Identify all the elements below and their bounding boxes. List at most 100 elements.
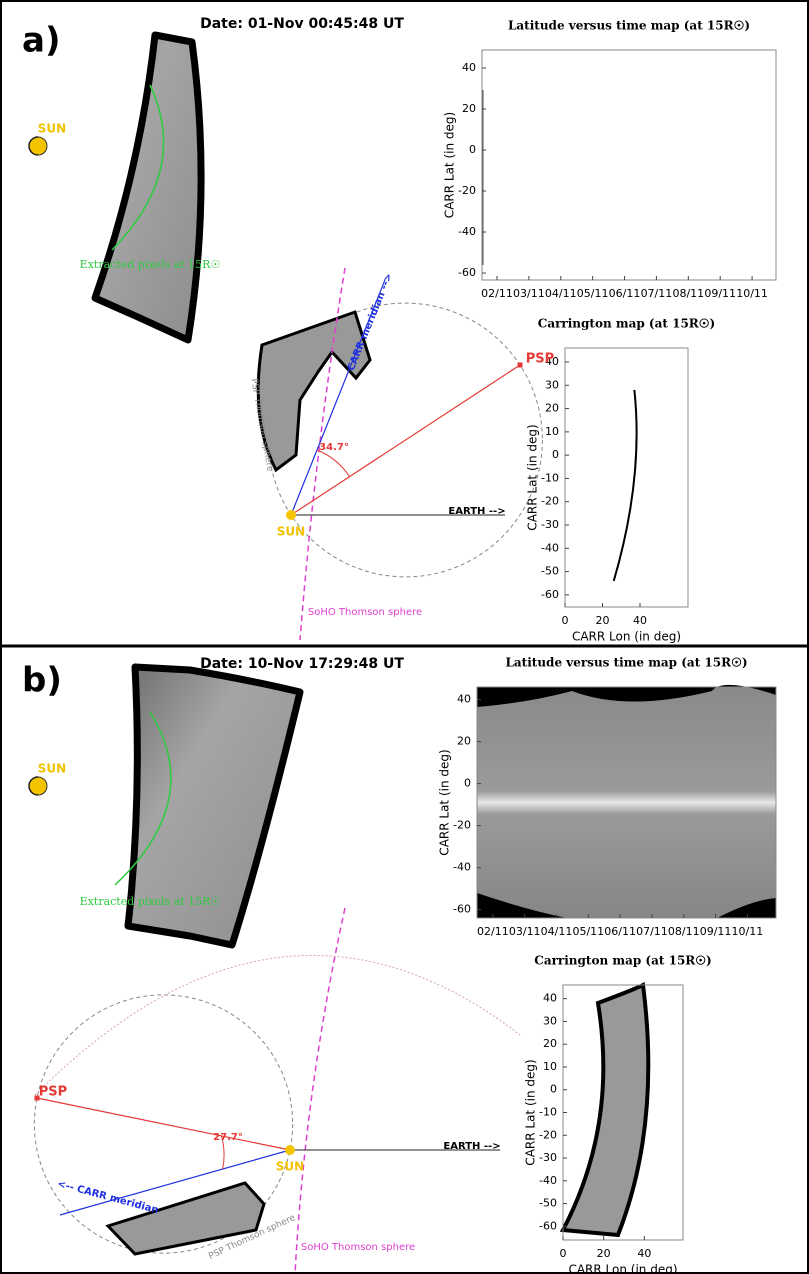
panel-label: a): [22, 21, 60, 61]
angle-label: 34.7°: [319, 442, 349, 453]
psp-label: PSP: [526, 352, 554, 367]
orbit-arc: [34, 954, 521, 1096]
y-tick-label: 0: [469, 143, 476, 156]
x-tick-label: 07/11: [636, 925, 668, 938]
y-axis-label: CARR Lat (in deg): [524, 1059, 538, 1165]
y-tick-label: 10: [543, 1060, 557, 1073]
x-tick-label: 08/11: [668, 925, 700, 938]
y-tick-label: 40: [545, 355, 559, 368]
extracted-label: Extracted pixels at 15R☉: [80, 895, 221, 908]
angle-arc: [220, 1135, 225, 1170]
psp-thomson-sphere: [33, 994, 294, 1254]
earth-label: EARTH -->: [443, 1141, 500, 1152]
x-tick-label: 20: [597, 1247, 611, 1260]
y-tick-label: -20: [458, 184, 476, 197]
sun-shade: [28, 136, 39, 156]
panel-label: b): [22, 661, 62, 701]
y-tick-label: -50: [541, 565, 559, 578]
y-tick-label: 20: [457, 735, 471, 748]
sun-label: SUN: [38, 122, 66, 136]
y-axis-label: CARR Lat (in deg): [438, 749, 452, 855]
carr-meridian-line: [59, 1149, 291, 1216]
sun-diagram-label: SUN: [277, 525, 305, 539]
y-tick-label: -60: [458, 266, 476, 279]
y-tick-label: -30: [539, 1151, 557, 1164]
x-tick-label: 10/11: [736, 287, 768, 300]
plot-frame: [476, 686, 777, 919]
y-tick-label: 20: [545, 402, 559, 415]
y-tick-label: 40: [457, 693, 471, 706]
y-tick-label: 30: [545, 378, 559, 391]
x-tick-label: 40: [633, 614, 647, 627]
map-image: [559, 981, 651, 1238]
date-label: Date: 01-Nov 00:45:48 UT: [200, 16, 404, 32]
y-tick-label: -10: [541, 471, 559, 484]
sun-marker: [285, 1145, 295, 1155]
x-tick-label: 02/11: [477, 925, 509, 938]
x-tick-label: 09/11: [700, 925, 732, 938]
y-tick-label: -20: [541, 495, 559, 508]
x-tick-label: 04/11: [541, 925, 573, 938]
y-tick-label: 40: [543, 992, 557, 1005]
y-tick-label: 20: [543, 1037, 557, 1050]
y-tick-label: -40: [453, 861, 471, 874]
plot-title: Carrington map (at 15R☉): [538, 317, 715, 331]
x-tick-label: 05/11: [577, 287, 609, 300]
sun-shade: [28, 776, 39, 796]
x-axis-label: CARR Lon (in deg): [568, 1263, 677, 1274]
map-trace: [612, 389, 638, 582]
psp-line: [290, 364, 521, 516]
psp-line: [36, 1097, 291, 1151]
y-tick-label: -20: [453, 819, 471, 832]
y-tick-label: -50: [539, 1197, 557, 1210]
y-tick-label: -40: [541, 541, 559, 554]
y-tick-label: 10: [545, 425, 559, 438]
x-tick-label: 20: [596, 614, 610, 627]
plot-title: Latitude versus time map (at 15R☉): [505, 656, 747, 670]
soho-sphere-label: SoHO Thomson sphere: [308, 607, 422, 618]
y-axis-label: CARR Lat (in deg): [526, 424, 540, 530]
angle-label: 27.7°: [213, 1132, 243, 1143]
map-image: [477, 687, 776, 918]
x-tick-label: 04/11: [545, 287, 577, 300]
x-tick-label: 0: [562, 614, 569, 627]
x-axis-label: CARR Lon (in deg): [572, 630, 681, 644]
x-tick-label: 07/11: [641, 287, 673, 300]
x-tick-label: 05/11: [572, 925, 604, 938]
earth-label: EARTH -->: [448, 506, 505, 517]
y-tick-label: 20: [462, 102, 476, 115]
plot-title: Carrington map (at 15R☉): [534, 954, 711, 968]
angle-arc: [316, 449, 350, 477]
y-tick-label: -60: [453, 903, 471, 916]
y-tick-label: -20: [539, 1128, 557, 1141]
extraction-arc: [114, 711, 172, 886]
coronagraph-image: [124, 663, 304, 949]
soho-thomson-sphere: [294, 907, 346, 1274]
y-tick-label: -40: [458, 225, 476, 238]
x-tick-label: 40: [637, 1247, 651, 1260]
y-tick-label: -60: [541, 588, 559, 601]
y-tick-label: 30: [543, 1014, 557, 1027]
y-tick-label: -40: [539, 1174, 557, 1187]
y-tick-label: 0: [552, 448, 559, 461]
x-tick-label: 09/11: [704, 287, 736, 300]
extracted-label: Extracted pixels at 15R☉: [80, 258, 221, 271]
sun-label: SUN: [38, 762, 66, 776]
extraction-arc: [111, 84, 165, 251]
date-label: Date: 10-Nov 17:29:48 UT: [200, 656, 404, 672]
plot-frame: [564, 347, 689, 608]
x-tick-label: 06/11: [609, 287, 641, 300]
y-axis-label: CARR Lat (in deg): [443, 112, 457, 218]
y-tick-label: -60: [539, 1219, 557, 1232]
x-tick-label: 0: [560, 1247, 567, 1260]
coronagraph-image: [91, 31, 205, 344]
diagram-wedge: [256, 310, 372, 473]
x-tick-label: 10/11: [732, 925, 764, 938]
plot-title: Latitude versus time map (at 15R☉): [508, 19, 750, 33]
map-mask: [477, 893, 776, 918]
y-tick-label: -10: [539, 1106, 557, 1119]
x-tick-label: 03/11: [509, 925, 541, 938]
soho-thomson-sphere: [299, 267, 346, 641]
